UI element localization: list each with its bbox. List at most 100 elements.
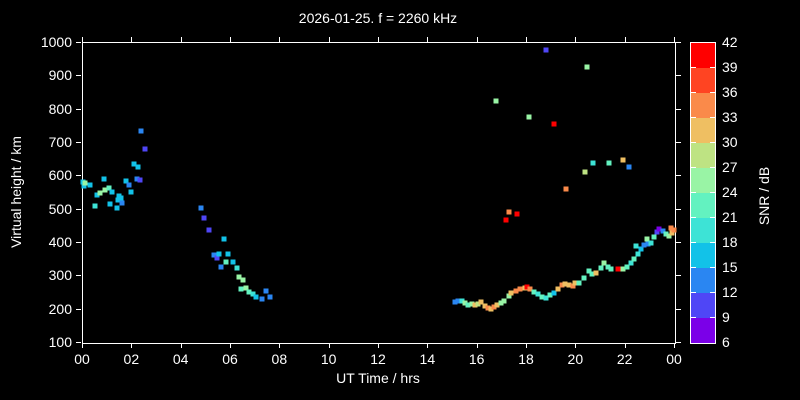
- data-point: [131, 161, 137, 167]
- x-tick-label: 00: [666, 351, 682, 367]
- data-point: [608, 266, 614, 272]
- x-tick-mark: [180, 37, 182, 42]
- x-tick-mark: [575, 37, 577, 42]
- data-point: [246, 289, 252, 295]
- data-point: [605, 264, 611, 270]
- data-point: [138, 128, 144, 134]
- x-tick-label: 08: [271, 351, 288, 367]
- data-point: [475, 301, 481, 307]
- data-point: [586, 268, 592, 274]
- colorbar-tick-mark: [710, 292, 715, 293]
- data-point: [506, 209, 512, 215]
- colorbar-tick-mark: [691, 92, 696, 93]
- colorbar-tick-mark: [710, 192, 715, 193]
- data-point: [527, 286, 533, 292]
- data-point: [134, 176, 140, 182]
- colorbar-tick-label: 30: [722, 134, 738, 150]
- data-point: [535, 291, 541, 297]
- x-tick-mark: [476, 37, 478, 42]
- data-point: [644, 236, 650, 242]
- x-tick-label: 02: [123, 351, 140, 367]
- colorbar-tick-mark: [691, 67, 696, 68]
- colorbar-tick-label: 24: [722, 184, 738, 200]
- colorbar-tick-mark: [710, 267, 715, 268]
- y-tick-label: 800: [48, 100, 72, 117]
- x-tick-label: 14: [419, 351, 436, 367]
- data-point: [482, 303, 488, 309]
- y-tick-mark: [76, 75, 81, 77]
- x-tick-mark: [427, 343, 429, 348]
- data-point: [94, 192, 100, 198]
- colorbar-tick-mark: [710, 67, 715, 68]
- x-tick-label: 18: [518, 351, 534, 367]
- x-tick-mark: [575, 343, 577, 348]
- data-point: [641, 242, 647, 248]
- data-point: [638, 246, 644, 252]
- data-point: [198, 205, 204, 211]
- data-point: [555, 286, 561, 292]
- data-point: [620, 266, 626, 272]
- x-tick-label: 10: [320, 351, 337, 367]
- data-point: [551, 290, 557, 296]
- x-tick-label: 20: [567, 351, 584, 367]
- data-point: [455, 298, 461, 304]
- x-tick-mark: [230, 343, 231, 348]
- data-point: [669, 230, 675, 236]
- y-tick-mark: [76, 208, 81, 210]
- data-point: [263, 288, 269, 294]
- data-point: [598, 265, 604, 271]
- data-point: [551, 121, 557, 127]
- colorbar-segment: [691, 43, 715, 68]
- data-point: [517, 286, 523, 292]
- colorbar: [690, 42, 716, 344]
- data-point: [469, 301, 475, 307]
- y-tick-mark: [676, 175, 681, 177]
- colorbar-tick-mark: [710, 167, 715, 168]
- colorbar-tick-mark: [710, 217, 715, 218]
- data-point: [119, 200, 125, 206]
- y-tick-mark: [676, 208, 681, 210]
- data-point: [628, 260, 634, 266]
- data-point: [485, 305, 491, 311]
- data-point: [123, 178, 129, 184]
- x-tick-mark: [674, 37, 675, 42]
- data-point: [526, 114, 532, 120]
- data-point: [656, 226, 662, 232]
- x-tick-label: 00: [74, 351, 90, 367]
- data-point: [576, 280, 582, 286]
- y-tick-mark: [76, 308, 81, 310]
- colorbar-tick-mark: [710, 92, 715, 93]
- y-tick-mark: [676, 42, 681, 43]
- data-point: [513, 288, 519, 294]
- colorbar-tick-label: 33: [722, 109, 738, 125]
- data-point: [234, 265, 240, 271]
- data-point: [666, 233, 672, 239]
- colorbar-tick-mark: [691, 242, 696, 243]
- data-point: [593, 270, 599, 276]
- x-axis-label: UT Time / hrs: [336, 370, 420, 386]
- colorbar-tick-label: 15: [722, 259, 738, 275]
- data-point: [606, 160, 612, 166]
- data-point: [97, 190, 103, 196]
- y-tick-label: 300: [48, 267, 72, 284]
- data-point: [459, 298, 465, 304]
- x-tick-mark: [476, 343, 478, 348]
- y-tick-mark: [676, 342, 681, 343]
- x-tick-mark: [180, 343, 182, 348]
- colorbar-segment: [691, 193, 715, 218]
- y-tick-label: 700: [48, 134, 72, 150]
- y-tick-label: 600: [48, 167, 72, 184]
- y-tick-label: 400: [48, 234, 72, 250]
- chart-title: 2026-01-25. f = 2260 kHz: [298, 10, 458, 26]
- data-point: [137, 177, 143, 183]
- data-point: [501, 298, 507, 304]
- data-point: [216, 251, 222, 257]
- colorbar-segment: [691, 243, 715, 268]
- colorbar-tick-mark: [691, 217, 696, 218]
- data-point: [584, 64, 590, 70]
- data-point: [633, 243, 639, 249]
- y-tick-mark: [76, 42, 81, 43]
- data-point: [503, 217, 509, 223]
- colorbar-tick-label: 39: [722, 59, 738, 75]
- data-point: [462, 300, 468, 306]
